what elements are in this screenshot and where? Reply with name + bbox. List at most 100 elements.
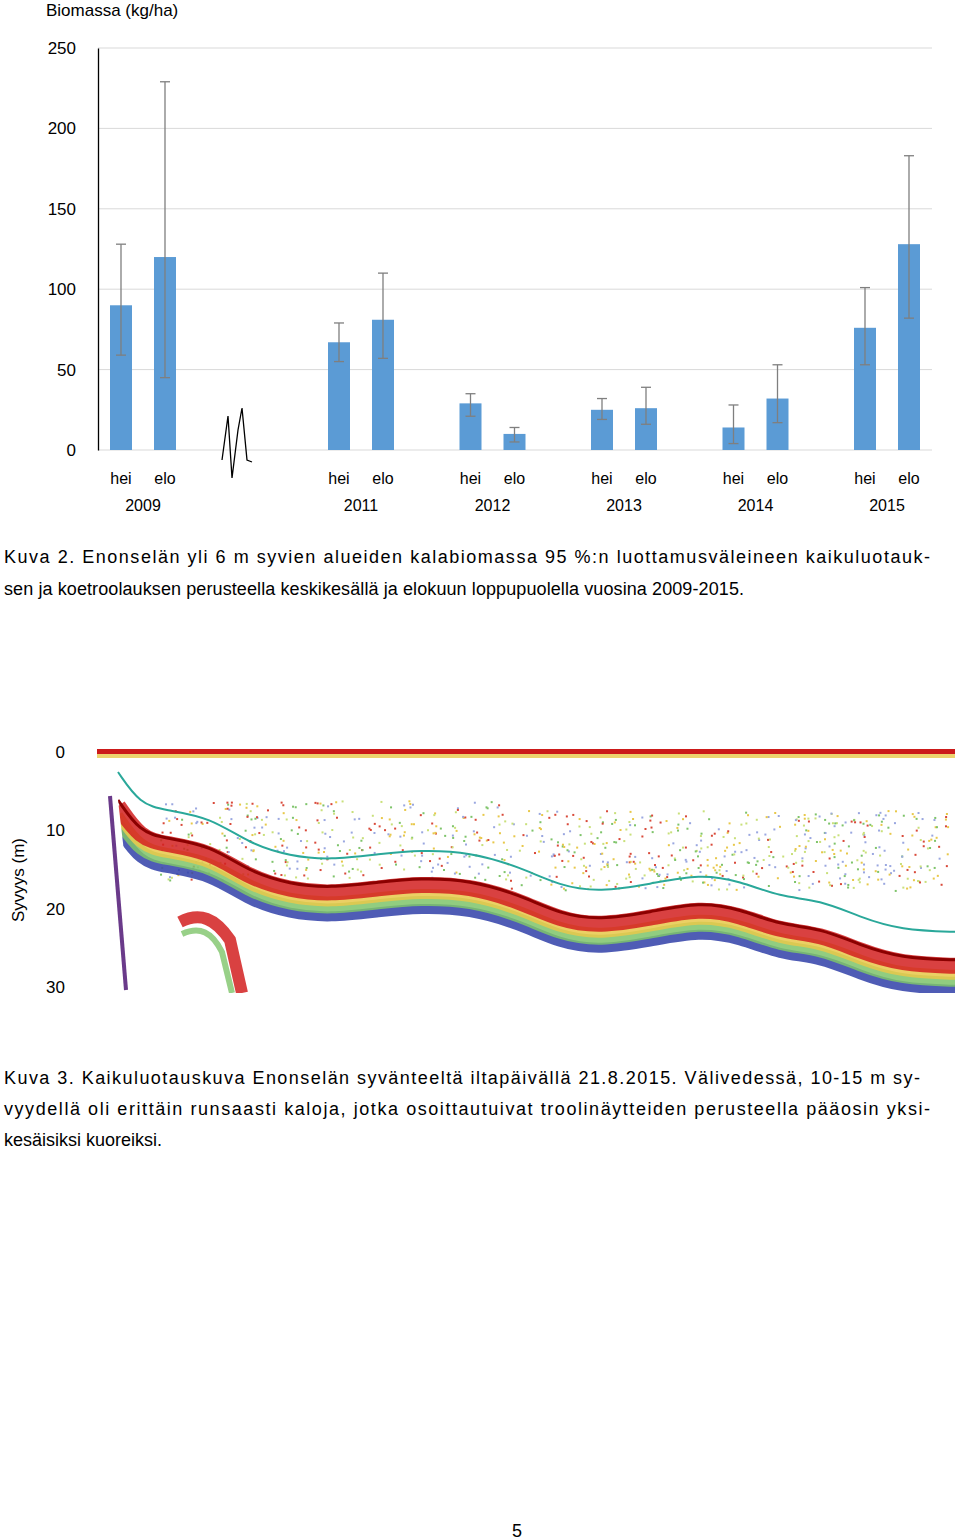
- echo-dot: [945, 819, 947, 821]
- echo-dot: [824, 832, 826, 834]
- plot-area: [110, 82, 920, 450]
- echo-dot: [435, 825, 437, 827]
- echo-dot: [651, 815, 653, 817]
- error-bar-cap: [729, 404, 739, 405]
- echo-dot: [677, 872, 679, 874]
- echo-dot: [162, 832, 164, 834]
- echo-dot: [409, 803, 411, 805]
- echo-dot: [557, 845, 559, 847]
- echo-dot: [707, 846, 709, 848]
- echo-dot: [847, 887, 849, 889]
- echo-dot: [920, 839, 922, 841]
- echo-dot: [321, 809, 323, 811]
- echo-dot: [947, 826, 949, 828]
- echo-dot: [839, 877, 841, 879]
- echo-dot: [718, 869, 720, 871]
- echo-dot: [583, 865, 585, 867]
- echo-dot: [925, 881, 927, 883]
- echo-dot: [913, 816, 915, 818]
- echo-dot: [399, 822, 401, 824]
- echo-dot: [505, 878, 507, 880]
- echo-dot: [563, 833, 565, 835]
- echo-dot: [297, 833, 299, 835]
- echo-dot: [879, 855, 881, 857]
- echo-dot: [381, 817, 383, 819]
- echo-dot: [804, 833, 806, 835]
- echo-dot: [914, 854, 916, 856]
- caption-line: Kuva 2. Enonselän yli 6 m syvien alueide…: [4, 547, 930, 567]
- error-bar: [597, 399, 607, 420]
- echo-dot: [321, 863, 323, 865]
- echo-dot: [758, 838, 760, 840]
- echo-dot: [815, 813, 817, 815]
- echo-dot: [574, 867, 576, 869]
- echo-dot: [895, 810, 897, 812]
- echo-dot: [663, 884, 665, 886]
- tick: 0: [67, 441, 98, 460]
- echo-dot: [756, 819, 758, 821]
- echo-dot: [844, 875, 846, 877]
- echo-dot: [625, 829, 627, 831]
- echo-dot: [531, 830, 533, 832]
- echo-dot: [381, 867, 383, 869]
- echo-dot: [666, 820, 668, 822]
- echo-dot: [354, 852, 356, 854]
- echo-dot: [435, 833, 437, 835]
- echo-dot: [832, 849, 834, 851]
- echo-dot: [626, 861, 628, 863]
- echo-dot: [352, 811, 354, 813]
- echo-dot: [916, 830, 918, 832]
- echo-dot: [618, 838, 620, 840]
- echo-dot: [389, 835, 391, 837]
- echo-dot: [889, 833, 891, 835]
- echo-dot: [314, 802, 316, 804]
- echo-dot: [504, 820, 506, 822]
- error-bar-cap: [773, 422, 783, 423]
- echo-dot: [934, 867, 936, 869]
- echo-dot: [928, 840, 930, 842]
- echo-dot: [867, 883, 869, 885]
- echo-dot: [732, 854, 734, 856]
- echo-dot: [296, 868, 298, 870]
- echo-dot: [845, 821, 847, 823]
- echo-dot: [697, 855, 699, 857]
- echo-dot: [801, 865, 803, 867]
- echo-dot: [431, 871, 433, 873]
- echo-dot: [511, 888, 513, 890]
- echo-dot: [856, 859, 858, 861]
- echo-dot: [349, 849, 351, 851]
- caption: Kuva 3. Kaikuluotauskuva Enonselän syvän…: [4, 1068, 930, 1150]
- echo-dot: [736, 889, 738, 891]
- echo-dot: [860, 821, 862, 823]
- echo-dot: [373, 832, 375, 834]
- echo-dot: [255, 858, 257, 860]
- grid-line: [98, 289, 932, 290]
- echo-dot: [282, 804, 284, 806]
- echo-dot: [229, 823, 231, 825]
- echo-dot: [634, 856, 636, 858]
- echo-dot: [413, 823, 415, 825]
- echo-dot: [221, 821, 223, 823]
- grid-line: [98, 369, 932, 370]
- echo-dot: [635, 868, 637, 870]
- echo-dot: [352, 868, 354, 870]
- echo-dot: [941, 884, 943, 886]
- echo-dot: [271, 861, 273, 863]
- echo-dot: [285, 859, 287, 861]
- echo-dot: [572, 814, 574, 816]
- echo-dot: [667, 873, 669, 875]
- error-bar-cap: [729, 443, 739, 444]
- echo-dot: [241, 842, 243, 844]
- echo-dot: [628, 821, 630, 823]
- echo-dot: [521, 884, 523, 886]
- echo-dot: [866, 820, 868, 822]
- echo-dot: [558, 853, 560, 855]
- echo-dot: [333, 864, 335, 866]
- echo-dot: [824, 851, 826, 853]
- echo-dot: [403, 868, 405, 870]
- echo-dot: [528, 810, 530, 812]
- echo-dot: [666, 876, 668, 878]
- echo-dot: [534, 852, 536, 854]
- echo-dot: [686, 828, 688, 830]
- echo-dot: [902, 835, 904, 837]
